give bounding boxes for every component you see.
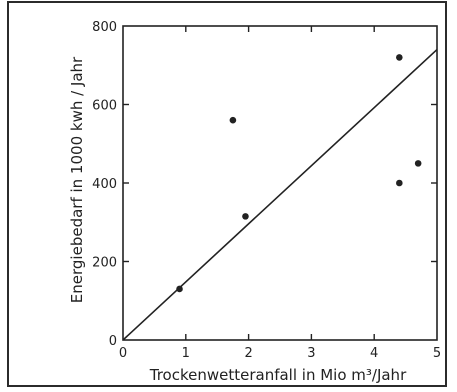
x-tick-label: 1 — [182, 346, 190, 361]
x-tick-label: 0 — [119, 346, 127, 361]
trend-line — [122, 48, 438, 341]
chart-frame — [7, 1, 447, 387]
x-tick-label: 3 — [307, 346, 315, 361]
tick-group: 0 1 2 3 4 5 0 200 400 600 800 — [92, 20, 441, 361]
data-point — [396, 54, 403, 61]
plot-axes — [122, 25, 438, 341]
y-tick-label: 400 — [92, 177, 117, 192]
y-tick-label: 200 — [92, 256, 117, 271]
y-axis-title: Energiebedarf in 1000 kwh / Jahr — [68, 56, 86, 303]
data-point — [396, 179, 403, 187]
data-point — [176, 285, 183, 293]
plot-area-border — [122, 25, 438, 341]
data-point — [242, 213, 249, 220]
y-tick-label: 0 — [109, 334, 117, 349]
x-tick-label: 4 — [370, 346, 378, 361]
data-point — [414, 160, 422, 167]
data-marks — [122, 48, 438, 341]
x-tick-label: 5 — [433, 346, 441, 361]
data-point — [229, 116, 237, 124]
y-tick-label: 600 — [92, 99, 117, 114]
x-tick-label: 2 — [244, 346, 252, 361]
x-axis-title: Trockenwetteranfall in Mio m³/Jahr — [149, 366, 407, 384]
y-tick-label: 800 — [92, 20, 117, 35]
